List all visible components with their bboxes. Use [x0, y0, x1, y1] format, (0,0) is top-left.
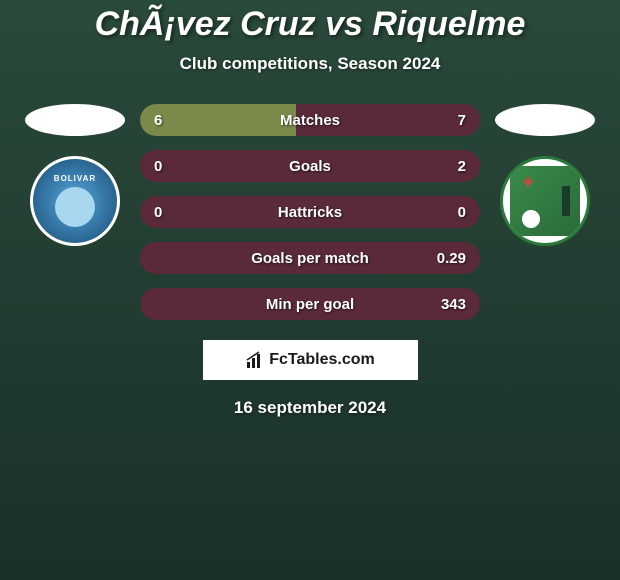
date-line: 16 september 2024 [0, 398, 620, 418]
subtitle: Club competitions, Season 2024 [0, 54, 620, 74]
stat-value-left: 0 [154, 204, 162, 221]
left-side-column: BOLIVAR [20, 104, 130, 246]
chart-icon [245, 350, 265, 370]
stat-value-right: 0.29 [437, 250, 466, 267]
stat-row-min-per-goal: Min per goal 343 [140, 288, 480, 320]
stat-label: Goals per match [251, 250, 369, 267]
club-badge-left: BOLIVAR [30, 156, 120, 246]
stat-fill [140, 104, 296, 136]
right-side-column: ✚ [490, 104, 600, 246]
stat-value-right: 343 [441, 296, 466, 313]
page-title: ChÃ¡vez Cruz vs Riquelme [0, 5, 620, 44]
stats-column: 6 Matches 7 0 Goals 2 0 Hattricks 0 Goal… [140, 104, 480, 320]
player-photo-placeholder-left [25, 104, 125, 136]
stat-value-left: 0 [154, 158, 162, 175]
attribution-box: FcTables.com [203, 340, 418, 380]
stat-row-matches: 6 Matches 7 [140, 104, 480, 136]
stat-label: Goals [289, 158, 331, 175]
stat-row-goals: 0 Goals 2 [140, 150, 480, 182]
stat-row-hattricks: 0 Hattricks 0 [140, 196, 480, 228]
ball-icon [522, 210, 540, 228]
club-badge-left-ball-icon [55, 187, 95, 227]
player-photo-placeholder-right [495, 104, 595, 136]
club-badge-right-inner: ✚ [510, 166, 580, 236]
stats-area: BOLIVAR 6 Matches 7 0 Goals 2 0 Hattrick… [0, 104, 620, 320]
stat-value-left: 6 [154, 112, 162, 129]
stat-value-right: 0 [458, 204, 466, 221]
tower-icon [562, 186, 570, 216]
stat-value-right: 2 [458, 158, 466, 175]
stat-label: Matches [280, 112, 340, 129]
attribution-text: FcTables.com [269, 351, 375, 369]
cross-icon: ✚ [522, 174, 534, 191]
stat-label: Hattricks [278, 204, 342, 221]
stat-label: Min per goal [266, 296, 354, 313]
club-badge-left-label: BOLIVAR [54, 174, 96, 183]
club-badge-right: ✚ [500, 156, 590, 246]
stat-value-right: 7 [458, 112, 466, 129]
stat-row-goals-per-match: Goals per match 0.29 [140, 242, 480, 274]
